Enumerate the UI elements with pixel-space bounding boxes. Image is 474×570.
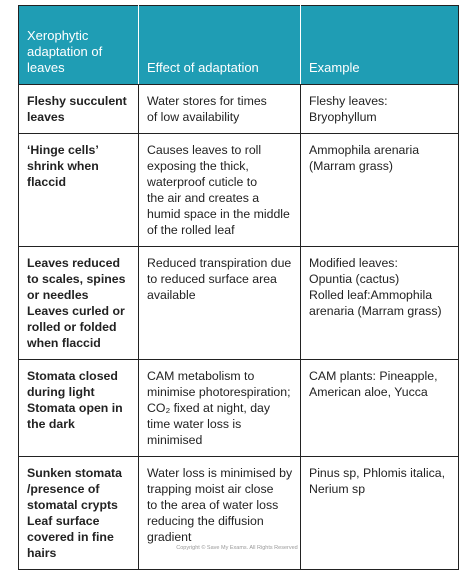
text-line: flaccid: [27, 175, 66, 189]
text-line: Fleshy succulent: [27, 94, 127, 108]
text-line: shrink when: [27, 159, 99, 173]
cell: Stomata closed during light Stomata open i…: [18, 359, 139, 457]
text-line: American aloe, Yucca: [309, 385, 428, 399]
text-line: of low availability: [147, 110, 240, 124]
text-line: arenaria (Marram grass): [309, 304, 442, 318]
footer: Copyright © Save My Exams. All Rights Re…: [176, 545, 298, 551]
text-line: Pinus sp, Phlomis italica,: [309, 466, 446, 480]
text-line: Leaves reduced: [27, 256, 120, 270]
text-line: Sunken stomata: [27, 466, 122, 480]
cell: Leaves reduced to scales, spines or needle…: [18, 246, 139, 360]
text-line: hairs: [27, 546, 57, 560]
text-line: leaves: [27, 110, 65, 124]
row: Leaves reduced to scales, spines or needle…: [18, 246, 459, 360]
table-body: Fleshy succulent leaves Water stores for t…: [18, 84, 459, 570]
row: Stomata closed during light Stomata open i…: [18, 359, 459, 457]
text-line: (Marram grass): [309, 159, 394, 173]
text-line: Ammophila arenaria: [309, 143, 420, 157]
table: Xerophytic adaptation of leaves Effect of a…: [18, 5, 459, 570]
text-line: leaves: [27, 60, 65, 75]
row: Fleshy succulent leaves Water stores for t…: [18, 84, 459, 134]
text-line: Example: [309, 60, 360, 75]
header-row: Xerophytic adaptation of leaves Effect of a…: [18, 5, 459, 85]
text-line: adaptation of: [27, 44, 103, 59]
text-line: gradient: [147, 530, 192, 544]
header-cell: Xerophytic adaptation of leaves: [18, 5, 139, 85]
text-line: reducing the diffusion: [147, 514, 264, 528]
page: Xerophytic adaptation of leaves Effect of a…: [18, 5, 459, 570]
text-line: /presence of: [27, 482, 100, 496]
text-line: to the area of water loss: [147, 498, 279, 512]
text-line: Reduced transpiration due: [147, 256, 292, 270]
text-line: Bryophyllum: [309, 110, 377, 124]
text-line: covered in fine: [27, 530, 114, 544]
cell: CAM plants: Pineapple, American aloe, Yuc…: [300, 359, 459, 457]
cell: Sunken stomata/presence of stomatal crypt…: [18, 456, 139, 570]
text-line: humid space in the middle: [147, 207, 290, 221]
text-line: Leaf surface: [27, 514, 100, 528]
text-line: ‘Hinge cells’: [27, 143, 99, 157]
text-line: Stomata closed: [27, 369, 118, 383]
cell: Water loss is minimised by trapping moist…: [138, 456, 301, 570]
text-line: minimise photorespiration;: [147, 385, 291, 399]
text-line: waterproof cuticle to: [147, 175, 258, 189]
cell: ‘Hinge cells’ shrink when flaccid: [18, 133, 139, 247]
text-line: during light: [27, 385, 95, 399]
text-line: to scales, spines: [27, 272, 126, 286]
text-line: available: [147, 288, 196, 302]
text-line: CO₂ fixed at night, day: [147, 401, 271, 415]
text-line: CAM plants: Pineapple,: [309, 369, 438, 383]
text-line: or needles: [27, 288, 89, 302]
cell: CAM metabolism to minimise photorespirati…: [138, 359, 301, 457]
text-line: Leaves curled or: [27, 304, 125, 318]
cell: Fleshy succulent leaves: [18, 84, 139, 134]
text-line: rolled or folded: [27, 320, 117, 334]
text-line: Effect of adaptation: [147, 60, 259, 75]
text-line: trapping moist air close: [147, 482, 274, 496]
row: Sunken stomata/presence of stomatal crypt…: [18, 456, 459, 570]
text-line: Stomata open in: [27, 401, 123, 415]
text-line: stomatal crypts: [27, 498, 118, 512]
cell: Reduced transpiration due to reduced surf…: [138, 246, 301, 360]
cell: Causes leaves to roll exposing the thick,…: [138, 133, 301, 247]
text-line: to reduced surface area: [147, 272, 277, 286]
header-cell: Effect of adaptation: [138, 5, 301, 85]
text-line: minimised: [147, 433, 203, 447]
text-line: Nerium sp: [309, 482, 366, 496]
header-cell: Example: [300, 5, 459, 85]
text-line: Causes leaves to roll: [147, 143, 262, 157]
text-line: of the rolled leaf: [147, 223, 235, 237]
text-line: exposing the thick,: [147, 159, 249, 173]
cell: Fleshy leaves: Bryophyllum: [300, 84, 459, 134]
text-line: Fleshy leaves:: [309, 94, 388, 108]
text-line: Water loss is minimised by: [147, 466, 293, 480]
text-line: Rolled leaf:Ammophila: [309, 288, 433, 302]
text-line: Modified leaves:: [309, 256, 398, 270]
text-line: the air and creates a: [147, 191, 260, 205]
text-line: time water loss is: [147, 417, 242, 431]
text-line: Xerophytic: [27, 28, 89, 43]
cell: Modified leaves: Opuntia (cactus) Rolled l…: [300, 246, 459, 360]
cell: Water stores for times of low availabilit…: [138, 84, 301, 134]
row: ‘Hinge cells’ shrink when flaccid Causes le…: [18, 133, 459, 247]
text-line: Opuntia (cactus): [309, 272, 400, 286]
text-line: the dark: [27, 417, 75, 431]
cell: Pinus sp, Phlomis italica, Nerium sp: [300, 456, 459, 570]
cell: Ammophila arenaria (Marram grass): [300, 133, 459, 247]
text-line: when flaccid: [27, 336, 101, 350]
text-line: CAM metabolism to: [147, 369, 255, 383]
text-line: Water stores for times: [147, 94, 267, 108]
